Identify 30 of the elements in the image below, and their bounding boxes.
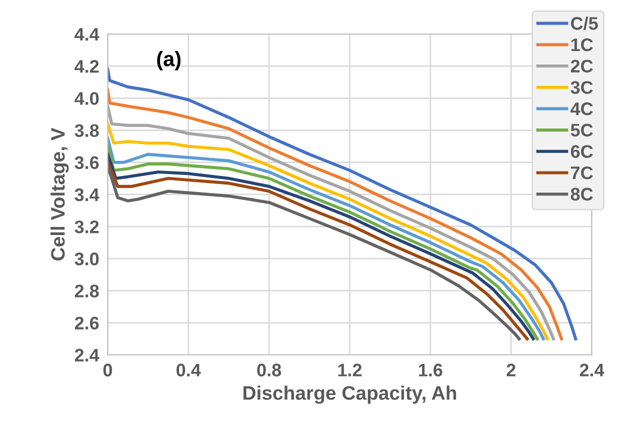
legend-label: 8C	[570, 188, 593, 201]
y-tick-label: 3.8	[74, 124, 99, 138]
y-tick-label: 3.6	[74, 156, 99, 170]
legend-label: C/5	[571, 16, 598, 30]
legend-label: 5C	[570, 124, 593, 137]
y-axis-title: Cell Voltage, V	[50, 128, 69, 260]
legend-label: 3C	[570, 81, 593, 94]
x-tick-label: 2.4	[580, 364, 604, 376]
x-tick-label: 2	[506, 364, 516, 376]
legend-label: 7C	[571, 166, 593, 180]
x-tick-label: 0	[103, 364, 112, 376]
y-tick-label: 3.2	[74, 220, 99, 234]
y-tick-label: 4.2	[74, 60, 99, 73]
legend-label: 2C	[570, 60, 593, 73]
y-tick-label: 2.8	[74, 284, 99, 298]
y-tick-label: 2.4	[74, 348, 100, 362]
x-tick-label: 1.2	[338, 364, 362, 376]
x-tick-label: 0.4	[176, 364, 201, 376]
x-axis-title: Discharge Capacity, Ah	[244, 386, 456, 404]
y-tick-label: 4.0	[74, 92, 99, 105]
annotation: (a)	[157, 50, 181, 70]
x-tick-label: 1.6	[419, 364, 442, 376]
legend-label: 4C	[570, 102, 593, 116]
y-tick-label: 4.4	[74, 28, 100, 41]
x-tick-label: 0.8	[257, 364, 282, 376]
y-tick-label: 2.6	[74, 316, 99, 330]
legend-label: 6C	[570, 145, 593, 158]
legend-label: 1C	[571, 38, 593, 52]
y-tick-label: 3.4	[74, 188, 100, 202]
y-tick-label: 3.0	[74, 252, 99, 266]
